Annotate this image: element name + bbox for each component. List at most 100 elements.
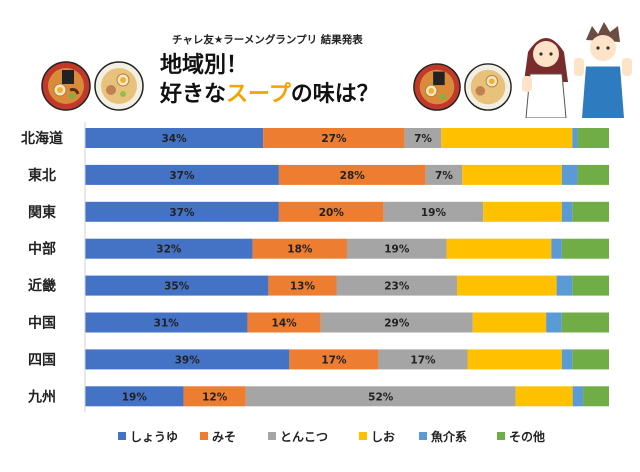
data-label: 28% (340, 170, 366, 182)
bar-segment (515, 386, 573, 407)
ramen-bowl-right-1-icon (413, 63, 461, 111)
bar-segment (268, 275, 337, 296)
category-label: 関東 (28, 204, 56, 221)
bar-segment (85, 164, 279, 185)
bar-segment (378, 349, 468, 370)
bar-segment (561, 201, 573, 222)
data-label: 23% (384, 281, 410, 293)
bar-segment (483, 201, 562, 222)
bar-segment (85, 201, 279, 222)
data-label: 19% (421, 207, 447, 219)
bar-segment (347, 238, 447, 259)
ramen-bowl-shoyu-icon (41, 61, 91, 111)
data-label: 19% (384, 244, 410, 256)
bar-segment (572, 201, 609, 222)
bar-segment (383, 201, 484, 222)
data-label: 17% (410, 354, 436, 366)
data-label: 39% (175, 354, 201, 366)
page-title-line2: 好きなスープの味は？ (160, 76, 379, 108)
category-label: 中部 (28, 241, 56, 258)
character-girl-illustration (522, 38, 568, 118)
legend-swatch (497, 432, 505, 440)
data-label: 19% (122, 391, 148, 403)
bar-segment (556, 275, 573, 296)
data-label: 27% (321, 133, 347, 145)
data-label: 32% (156, 244, 182, 256)
bar-segment (252, 238, 347, 259)
bar-segment (551, 238, 562, 259)
data-label: 20% (319, 207, 345, 219)
bar-segment (583, 386, 609, 407)
data-label: 17% (321, 354, 347, 366)
subtitle: チャレ友★ラーメングランプリ 結果発表 (172, 34, 363, 46)
data-label: 37% (169, 170, 195, 182)
bar-segment (572, 386, 584, 407)
bar-segment (561, 312, 609, 333)
legend-swatch (200, 432, 208, 440)
data-label: 7% (414, 133, 432, 145)
title-post: の味は？ (290, 82, 379, 107)
bar-segment (183, 386, 246, 407)
legend-label: 魚介系 (431, 429, 467, 444)
category-label: 四国 (28, 352, 56, 368)
bar-segment (572, 275, 609, 296)
data-label: 34% (162, 133, 188, 145)
data-label: 13% (290, 281, 316, 293)
bar-segment (85, 386, 184, 407)
bar-segment (577, 128, 609, 148)
legend-swatch (359, 432, 367, 440)
bar-segment (278, 164, 426, 185)
bar-segment (85, 312, 248, 333)
bar-segment (336, 275, 458, 296)
legend-swatch (419, 432, 427, 440)
legend-label: みそ (212, 430, 236, 444)
bar-segment (572, 349, 609, 370)
data-label: 29% (384, 318, 410, 330)
category-label: 東北 (28, 167, 56, 184)
bar-segment (320, 312, 473, 333)
bar-segment (278, 201, 384, 222)
legend-label: とんこつ (280, 430, 328, 444)
bar-segment (425, 164, 463, 185)
ramen-bowl-miso-icon (94, 61, 144, 111)
data-label: 37% (169, 207, 195, 219)
bar-segment (577, 164, 609, 185)
ramen-bowl-right-2-icon (464, 63, 512, 111)
bar-segment (457, 275, 557, 296)
character-boy-illustration (574, 22, 632, 118)
bar-segment (85, 349, 290, 370)
data-label: 35% (164, 281, 190, 293)
category-label: 近畿 (28, 278, 56, 295)
page-title: 地域別！ (160, 53, 249, 78)
data-label: 14% (272, 318, 298, 330)
category-label: 中国 (28, 315, 56, 332)
bar-segment (572, 128, 578, 148)
bar-segment (289, 349, 379, 370)
legend-label: しょうゆ (130, 430, 178, 444)
bar-segment (472, 312, 547, 333)
bar-segment (245, 386, 516, 407)
legend-swatch (118, 432, 126, 440)
bar-segment (446, 238, 552, 259)
legend-label: その他 (509, 429, 545, 444)
bar-segment (263, 128, 405, 148)
category-label: 北海道 (21, 130, 63, 147)
category-label: 九州 (27, 389, 56, 405)
bar-segment (441, 128, 573, 148)
data-label: 18% (287, 244, 313, 256)
bar-segment (85, 275, 269, 296)
bar-segment (462, 164, 562, 185)
bar-segment (404, 128, 442, 148)
legend-swatch (268, 432, 276, 440)
bar-segment (561, 238, 609, 259)
legend-label: しお (371, 430, 395, 444)
bar-segment (247, 312, 321, 333)
data-label: 7% (435, 170, 453, 182)
bar-segment (561, 349, 573, 370)
bar-segment (467, 349, 562, 370)
title-highlight: スープ (226, 82, 291, 107)
bar-segment (85, 238, 253, 259)
bar-segment (546, 312, 562, 333)
